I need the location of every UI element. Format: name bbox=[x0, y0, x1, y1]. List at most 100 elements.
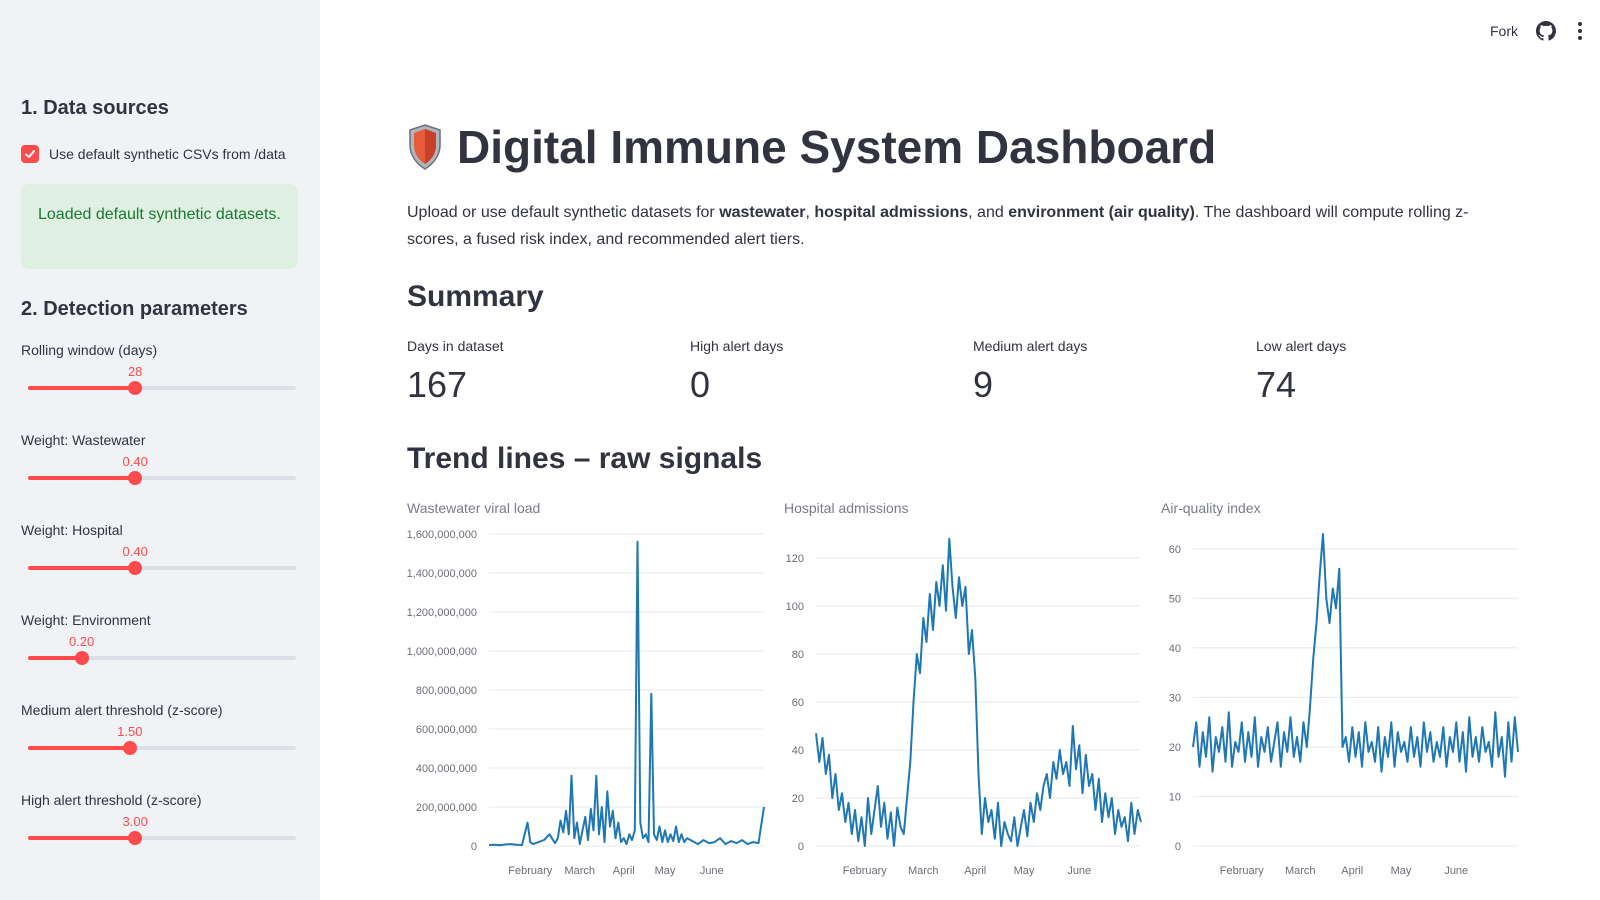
shield-icon bbox=[409, 124, 441, 170]
wastewater-chart[interactable]: Wastewater viral load 0 200,000,000 400,00… bbox=[407, 500, 772, 900]
metric-medium-alert-days: Medium alert days 9 bbox=[973, 338, 1087, 406]
y-tick-label: 400,000,000 bbox=[416, 763, 477, 775]
slider-fill bbox=[28, 746, 130, 750]
y-tick-label: 1,400,000,000 bbox=[407, 568, 477, 580]
y-tick-label: 80 bbox=[792, 649, 804, 661]
metric-label: High alert days bbox=[690, 338, 784, 354]
intro-paragraph: Upload or use default synthetic datasets… bbox=[407, 199, 1517, 253]
slider-thumb[interactable] bbox=[128, 381, 143, 395]
slider-thumb[interactable] bbox=[122, 741, 137, 755]
y-tick-label: 120 bbox=[786, 553, 804, 565]
y-tick-label: 60 bbox=[1169, 544, 1181, 556]
x-tick-label: March bbox=[1285, 865, 1316, 877]
slider-track[interactable] bbox=[28, 471, 296, 485]
main-menu-icon[interactable] bbox=[1574, 20, 1586, 42]
slider-3[interactable]: Weight: Hospital 0.40 bbox=[21, 522, 296, 592]
intro-bold-environment: environment (air quality) bbox=[1008, 204, 1195, 221]
y-tick-label: 10 bbox=[1169, 791, 1181, 803]
trend-lines-heading: Trend lines – raw signals bbox=[407, 442, 763, 475]
chart-title: Air-quality index bbox=[1161, 500, 1261, 516]
slider-label: Rolling window (days) bbox=[21, 342, 158, 358]
slider-label: Weight: Environment bbox=[21, 612, 151, 628]
checkbox-checked-icon[interactable] bbox=[21, 145, 39, 163]
metric-label: Low alert days bbox=[1256, 338, 1347, 354]
slider-fill bbox=[28, 476, 136, 480]
slider-track[interactable] bbox=[28, 651, 296, 665]
metric-high-alert-days: High alert days 0 bbox=[690, 338, 783, 406]
y-tick-label: 20 bbox=[792, 793, 804, 805]
y-tick-label: 40 bbox=[1169, 643, 1181, 655]
x-tick-label: June bbox=[1444, 865, 1468, 877]
hospital-chart-plot[interactable]: 0 20 40 60 80 100 120 February March April May June bbox=[784, 520, 1149, 900]
x-tick-label: April bbox=[964, 865, 986, 877]
series-line[interactable] bbox=[1192, 533, 1519, 778]
slider-track[interactable] bbox=[28, 561, 296, 575]
intro-bold-wastewater: wastewater bbox=[719, 204, 806, 221]
slider-4[interactable]: Weight: Environment 0.20 bbox=[21, 612, 296, 682]
wastewater-chart-plot[interactable]: 0 200,000,000 400,000,000 600,000,000 800,00… bbox=[407, 520, 772, 900]
slider-5[interactable]: Medium alert threshold (z-score) 1.50 bbox=[21, 702, 296, 772]
y-tick-label: 0 bbox=[798, 841, 804, 853]
detection-parameters-heading: 2. Detection parameters bbox=[21, 298, 248, 320]
chart-title: Hospital admissions bbox=[784, 500, 909, 516]
y-tick-label: 40 bbox=[792, 745, 804, 757]
series-line[interactable] bbox=[815, 537, 1142, 847]
slider-2[interactable]: Weight: Wastewater 0.40 bbox=[21, 432, 296, 502]
slider-label: Weight: Hospital bbox=[21, 522, 123, 538]
intro-text: Upload or use default synthetic datasets… bbox=[407, 204, 720, 221]
sidebar: 1. Data sources Use default synthetic CS… bbox=[0, 0, 320, 900]
slider-value: 0.40 bbox=[122, 544, 148, 559]
summary-heading: Summary bbox=[407, 280, 544, 313]
series-line[interactable] bbox=[488, 540, 765, 847]
slider-thumb[interactable] bbox=[128, 471, 143, 485]
slider-label: Weight: Wastewater bbox=[21, 432, 146, 448]
y-tick-label: 1,000,000,000 bbox=[407, 646, 477, 658]
slider-thumb[interactable] bbox=[128, 831, 143, 845]
y-tick-label: 0 bbox=[471, 841, 477, 853]
slider-fill bbox=[28, 566, 136, 570]
intro-text: , bbox=[805, 204, 815, 221]
slider-label: High alert threshold (z-score) bbox=[21, 792, 202, 808]
slider-label: Medium alert threshold (z-score) bbox=[21, 702, 223, 718]
default-csv-checkbox[interactable]: Use default synthetic CSVs from /data bbox=[21, 145, 286, 163]
slider-thumb[interactable] bbox=[74, 651, 89, 665]
x-tick-label: February bbox=[843, 865, 888, 877]
page-title: Digital Immune System Dashboard bbox=[407, 120, 1216, 174]
github-icon[interactable] bbox=[1536, 21, 1556, 41]
slider-6[interactable]: High alert threshold (z-score) 3.00 bbox=[21, 792, 296, 862]
slider-track[interactable] bbox=[28, 741, 296, 755]
metric-low-alert-days: Low alert days 74 bbox=[1256, 338, 1346, 406]
y-tick-label: 1,200,000,000 bbox=[407, 607, 477, 619]
x-tick-label: April bbox=[613, 865, 635, 877]
slider-1[interactable]: Rolling window (days) 28 bbox=[21, 342, 296, 412]
air-quality-chart[interactable]: Air-quality index 0 10 20 30 40 50 60 February M… bbox=[1161, 500, 1526, 900]
intro-text: , and bbox=[968, 204, 1009, 221]
y-tick-label: 0 bbox=[1175, 841, 1181, 853]
slider-thumb[interactable] bbox=[128, 561, 143, 575]
x-tick-label: May bbox=[1014, 865, 1035, 877]
intro-text: . The dashboard will compute rolling z-s… bbox=[407, 204, 1469, 248]
y-tick-label: 60 bbox=[792, 697, 804, 709]
metric-value: 0 bbox=[690, 364, 711, 405]
slider-value: 3.00 bbox=[122, 814, 148, 829]
metric-value: 74 bbox=[1256, 364, 1297, 405]
checkbox-label: Use default synthetic CSVs from /data bbox=[49, 146, 286, 162]
fork-button[interactable]: Fork bbox=[1490, 23, 1518, 39]
slider-value: 28 bbox=[127, 364, 143, 379]
page-title-text: Digital Immune System Dashboard bbox=[457, 121, 1217, 173]
slider-value: 0.40 bbox=[122, 454, 148, 469]
x-tick-label: May bbox=[655, 865, 676, 877]
x-tick-label: February bbox=[1220, 865, 1265, 877]
air-quality-chart-plot[interactable]: 0 10 20 30 40 50 60 February March April May June bbox=[1161, 520, 1526, 900]
x-tick-label: March bbox=[908, 865, 939, 877]
y-tick-label: 20 bbox=[1169, 742, 1181, 754]
x-tick-label: February bbox=[508, 865, 553, 877]
y-tick-label: 50 bbox=[1169, 593, 1181, 605]
y-tick-label: 1,600,000,000 bbox=[407, 529, 477, 541]
metric-value: 167 bbox=[407, 364, 468, 405]
slider-track[interactable] bbox=[28, 831, 296, 845]
slider-fill bbox=[28, 386, 136, 390]
hospital-chart[interactable]: Hospital admissions 0 20 40 60 80 100 120 Febru… bbox=[784, 500, 1149, 900]
y-tick-label: 800,000,000 bbox=[416, 685, 477, 697]
slider-track[interactable] bbox=[28, 381, 296, 395]
